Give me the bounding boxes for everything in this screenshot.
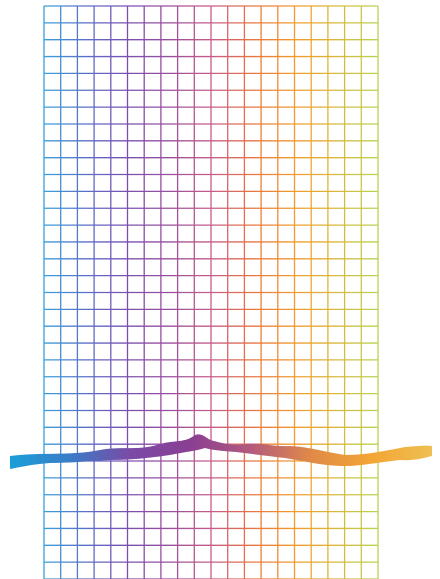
brush-stroke [10, 434, 432, 469]
grid-lines [43, 5, 379, 579]
